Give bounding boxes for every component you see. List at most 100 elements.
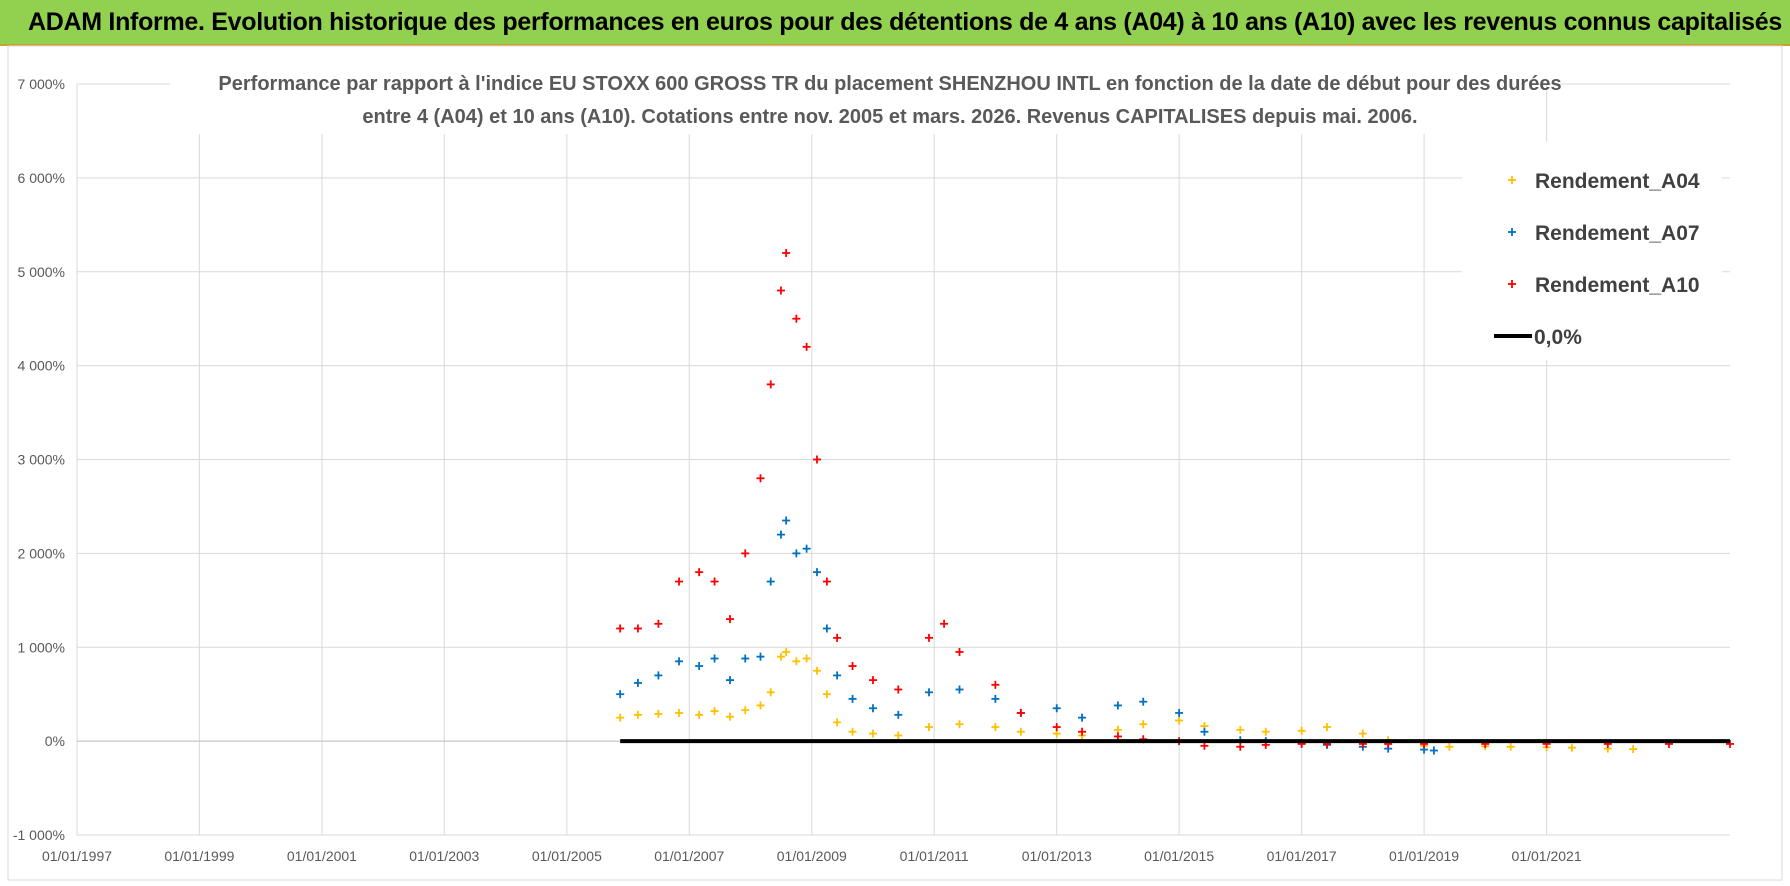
- x-tick-label: 01/01/2013: [1022, 848, 1092, 864]
- series-point-rendement-a10: [616, 624, 625, 633]
- series-point-rendement-a10: [833, 633, 842, 642]
- x-tick-label: 01/01/2011: [900, 848, 969, 864]
- series-point-rendement-a04: [725, 712, 734, 721]
- series-point-rendement-a04: [1445, 742, 1454, 751]
- series-point-rendement-a07: [675, 657, 684, 666]
- series-point-rendement-a07: [616, 690, 625, 699]
- series-point-rendement-a07: [848, 694, 857, 703]
- series-point-rendement-a04: [955, 720, 964, 729]
- series-point-rendement-a07: [695, 662, 704, 671]
- series-point-rendement-a10: [848, 662, 857, 671]
- y-tick-label: 1 000%: [18, 639, 65, 655]
- series-point-rendement-a10: [633, 624, 642, 633]
- chart-title-backdrop: [170, 62, 1530, 134]
- series-point-rendement-a04: [1322, 723, 1331, 732]
- y-tick-label: 6 000%: [18, 170, 65, 186]
- series-point-rendement-a04: [782, 647, 791, 656]
- series-point-rendement-a04: [1358, 729, 1367, 738]
- series-point-rendement-a04: [1629, 745, 1638, 754]
- series-point-rendement-a10: [868, 676, 877, 685]
- series-point-rendement-a07: [894, 710, 903, 719]
- series-point-rendement-a04: [991, 723, 1000, 732]
- x-tick-label: 01/01/2001: [287, 848, 357, 864]
- series-point-rendement-a04: [822, 690, 831, 699]
- series-point-rendement-a07: [924, 688, 933, 697]
- series-point-rendement-a04: [848, 727, 857, 736]
- series-point-rendement-a10: [924, 633, 933, 642]
- series-point-rendement-a04: [802, 654, 811, 663]
- legend-label: Rendement_A04: [1535, 170, 1700, 193]
- report-banner-title: ADAM Informe. Evolution historique des p…: [28, 8, 1782, 36]
- series-point-rendement-a04: [654, 709, 663, 718]
- series-point-rendement-a07: [812, 568, 821, 577]
- series-point-rendement-a04: [1567, 743, 1576, 752]
- x-tick-label: 01/01/2021: [1512, 848, 1582, 864]
- y-tick-label: 5 000%: [18, 264, 65, 280]
- series-point-rendement-a04: [695, 710, 704, 719]
- series-point-rendement-a07: [725, 676, 734, 685]
- series-point-rendement-a10: [766, 380, 775, 389]
- series-point-rendement-a07: [1139, 697, 1148, 706]
- series-point-rendement-a10: [675, 577, 684, 586]
- series-point-rendement-a10: [710, 577, 719, 586]
- series-points: [616, 248, 1734, 755]
- series-point-rendement-a07: [802, 544, 811, 553]
- series-point-rendement-a10: [741, 549, 750, 558]
- series-point-rendement-a10: [1052, 723, 1061, 732]
- series-point-rendement-a10: [894, 685, 903, 694]
- x-tick-label: 01/01/2009: [777, 848, 847, 864]
- series-point-rendement-a04: [756, 701, 765, 710]
- series-point-rendement-a07: [1175, 708, 1184, 717]
- y-tick-label: 4 000%: [18, 358, 65, 374]
- series-point-rendement-a07: [710, 654, 719, 663]
- chart-title-line-2: entre 4 (A04) et 10 ans (A10). Cotations…: [362, 106, 1417, 128]
- series-point-rendement-a07: [1200, 727, 1209, 736]
- series-point-rendement-a10: [1078, 727, 1087, 736]
- chart-title-line-1: Performance par rapport à l'indice EU ST…: [218, 73, 1561, 95]
- series-point-rendement-a04: [633, 710, 642, 719]
- series-point-rendement-a10: [776, 286, 785, 295]
- series-point-rendement-a10: [940, 619, 949, 628]
- series-point-rendement-a07: [955, 685, 964, 694]
- series-point-rendement-a04: [1236, 725, 1245, 734]
- legend-item: 0,0%: [1494, 326, 1582, 349]
- legend-box: [1462, 142, 1722, 360]
- series-point-rendement-a04: [792, 657, 801, 666]
- series-point-rendement-a04: [766, 688, 775, 697]
- series-point-rendement-a10: [782, 248, 791, 257]
- x-tick-label: 01/01/2003: [409, 848, 479, 864]
- series-point-rendement-a10: [1200, 741, 1209, 750]
- x-tick-label: 01/01/2015: [1144, 848, 1214, 864]
- series-point-rendement-a07: [1429, 746, 1438, 755]
- chart-legend: Rendement_A04 Rendement_A07 Rendement_A10 0…: [1462, 142, 1722, 360]
- series-point-rendement-a04: [1139, 720, 1148, 729]
- series-point-rendement-a07: [1052, 704, 1061, 713]
- series-point-rendement-a04: [675, 708, 684, 717]
- series-point-rendement-a07: [1078, 713, 1087, 722]
- series-point-rendement-a07: [833, 671, 842, 680]
- y-tick-label: 3 000%: [18, 452, 65, 468]
- x-tick-label: 01/01/2005: [532, 848, 602, 864]
- y-tick-label: -1 000%: [13, 827, 65, 843]
- legend-label: Rendement_A07: [1535, 222, 1700, 245]
- series-point-rendement-a07: [1113, 701, 1122, 710]
- series-point-rendement-a04: [1261, 727, 1270, 736]
- series-point-rendement-a04: [616, 713, 625, 722]
- series-point-rendement-a10: [792, 314, 801, 323]
- series-point-rendement-a10: [812, 455, 821, 464]
- legend-label: 0,0%: [1534, 326, 1582, 349]
- series-point-rendement-a10: [756, 474, 765, 483]
- series-point-rendement-a10: [1113, 732, 1122, 741]
- series-point-rendement-a07: [991, 694, 1000, 703]
- series-point-rendement-a10: [695, 568, 704, 577]
- x-tick-label: 01/01/1997: [42, 848, 112, 864]
- series-point-rendement-a10: [1236, 742, 1245, 751]
- series-point-rendement-a04: [776, 652, 785, 661]
- x-tick-label: 01/01/2007: [654, 848, 724, 864]
- series-point-rendement-a07: [766, 577, 775, 586]
- series-point-rendement-a07: [782, 516, 791, 525]
- series-point-rendement-a07: [756, 652, 765, 661]
- axis-tick-labels: -1 000% 0% 1 000% 2 000% 3 000% 4 000% 5 000% 6…: [13, 76, 1582, 864]
